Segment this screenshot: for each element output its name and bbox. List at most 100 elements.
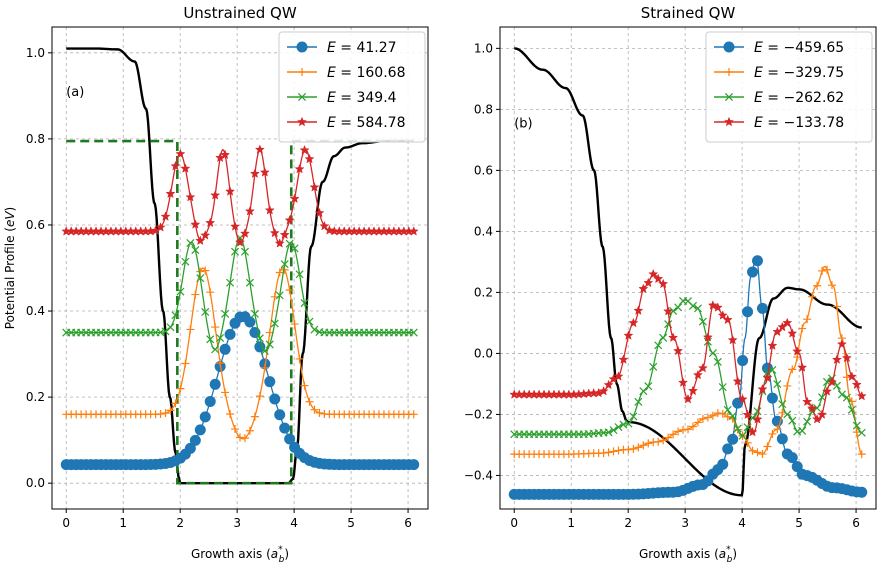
data-point: [717, 458, 729, 470]
data-point: [216, 359, 225, 368]
x-tick-label: 1: [567, 516, 575, 530]
x-tick-label: 5: [795, 516, 803, 530]
data-point: [693, 304, 702, 313]
series-1: [508, 255, 868, 500]
data-point: [609, 447, 618, 456]
series-line: [66, 148, 414, 245]
data-point: [669, 430, 678, 439]
data-point: [240, 434, 249, 443]
data-point: [813, 404, 822, 413]
data-point: [628, 317, 639, 328]
data-point: [692, 369, 703, 380]
data-point: [264, 205, 275, 215]
data-point: [654, 341, 663, 350]
data-point: [633, 305, 644, 315]
legend-label: E = −329.75: [754, 65, 844, 81]
data-point: [827, 281, 836, 290]
data-point: [270, 319, 279, 328]
data-point: [798, 426, 807, 435]
plot-frame: [499, 26, 877, 510]
data-point: [786, 452, 798, 464]
data-point: [260, 346, 269, 355]
data-point: [408, 226, 419, 236]
y-tick-label: 1.0: [474, 41, 493, 55]
data-point: [747, 266, 759, 278]
data-point: [209, 378, 221, 390]
data-point: [797, 362, 808, 372]
data-point: [186, 325, 195, 334]
data-point: [299, 144, 310, 155]
data-point: [723, 116, 735, 127]
data-point: [171, 399, 180, 408]
data-point: [176, 287, 185, 296]
data-point: [284, 215, 295, 225]
data-point: [674, 303, 683, 312]
y-tick-label: 0.0: [474, 346, 493, 360]
x-tick-label: 4: [290, 516, 298, 530]
data-point: [201, 307, 210, 316]
potential-line: [66, 47, 414, 485]
data-point: [768, 429, 777, 438]
data-point: [752, 255, 764, 267]
data-point: [231, 247, 240, 256]
data-point: [265, 340, 274, 349]
data-point: [643, 277, 654, 288]
chart-title: Unstrained QW: [183, 4, 297, 22]
data-point: [753, 407, 762, 416]
data-point: [758, 450, 767, 459]
data-point: [703, 413, 712, 422]
data-point: [708, 349, 717, 358]
data-point: [742, 306, 754, 318]
data-point: [669, 306, 678, 315]
data-point: [841, 352, 852, 363]
data-point: [674, 427, 683, 436]
data-point: [304, 153, 315, 164]
data-point: [688, 301, 697, 310]
data-point: [658, 278, 669, 289]
data-point: [624, 445, 633, 454]
data-point: [206, 335, 215, 344]
data-point: [294, 163, 305, 174]
legend-box: [705, 31, 873, 143]
data-point: [743, 438, 752, 447]
data-point: [259, 167, 270, 177]
data-point: [314, 207, 325, 218]
legend: E = 41.27 E = 160.68 E = 349.4 E = 584.78: [278, 31, 426, 143]
x-tick-label: 3: [233, 516, 241, 530]
data-point: [763, 442, 772, 451]
data-point: [808, 292, 817, 301]
plot-frame: [51, 26, 429, 510]
data-point: [244, 206, 255, 216]
data-point: [598, 385, 609, 396]
series-line: [514, 255, 862, 496]
data-point: [756, 302, 768, 314]
data-point: [767, 340, 778, 350]
data-point: [679, 425, 688, 434]
data-point: [254, 341, 266, 353]
data-point: [310, 405, 319, 414]
data-point: [788, 365, 797, 374]
data-point: [747, 426, 758, 437]
series-line: [66, 237, 414, 352]
data-point: [236, 433, 244, 442]
x-tick-label: 2: [176, 516, 184, 530]
series-line: [66, 267, 414, 440]
data-point: [682, 393, 694, 404]
data-point: [788, 416, 797, 425]
data-point: [732, 397, 744, 409]
y-tick-label: −0.4: [464, 468, 493, 482]
data-point: [798, 324, 807, 333]
data-point: [762, 372, 773, 383]
data-point: [826, 376, 837, 387]
data-point: [604, 448, 613, 457]
panel-label: (b): [514, 117, 532, 132]
data-point: [654, 437, 663, 446]
data-point: [832, 381, 841, 390]
data-point: [668, 332, 679, 342]
data-point: [624, 419, 633, 428]
data-point: [201, 266, 210, 275]
data-point: [250, 412, 259, 421]
data-point: [300, 381, 309, 390]
data-point: [284, 433, 296, 445]
data-point: [722, 443, 734, 455]
